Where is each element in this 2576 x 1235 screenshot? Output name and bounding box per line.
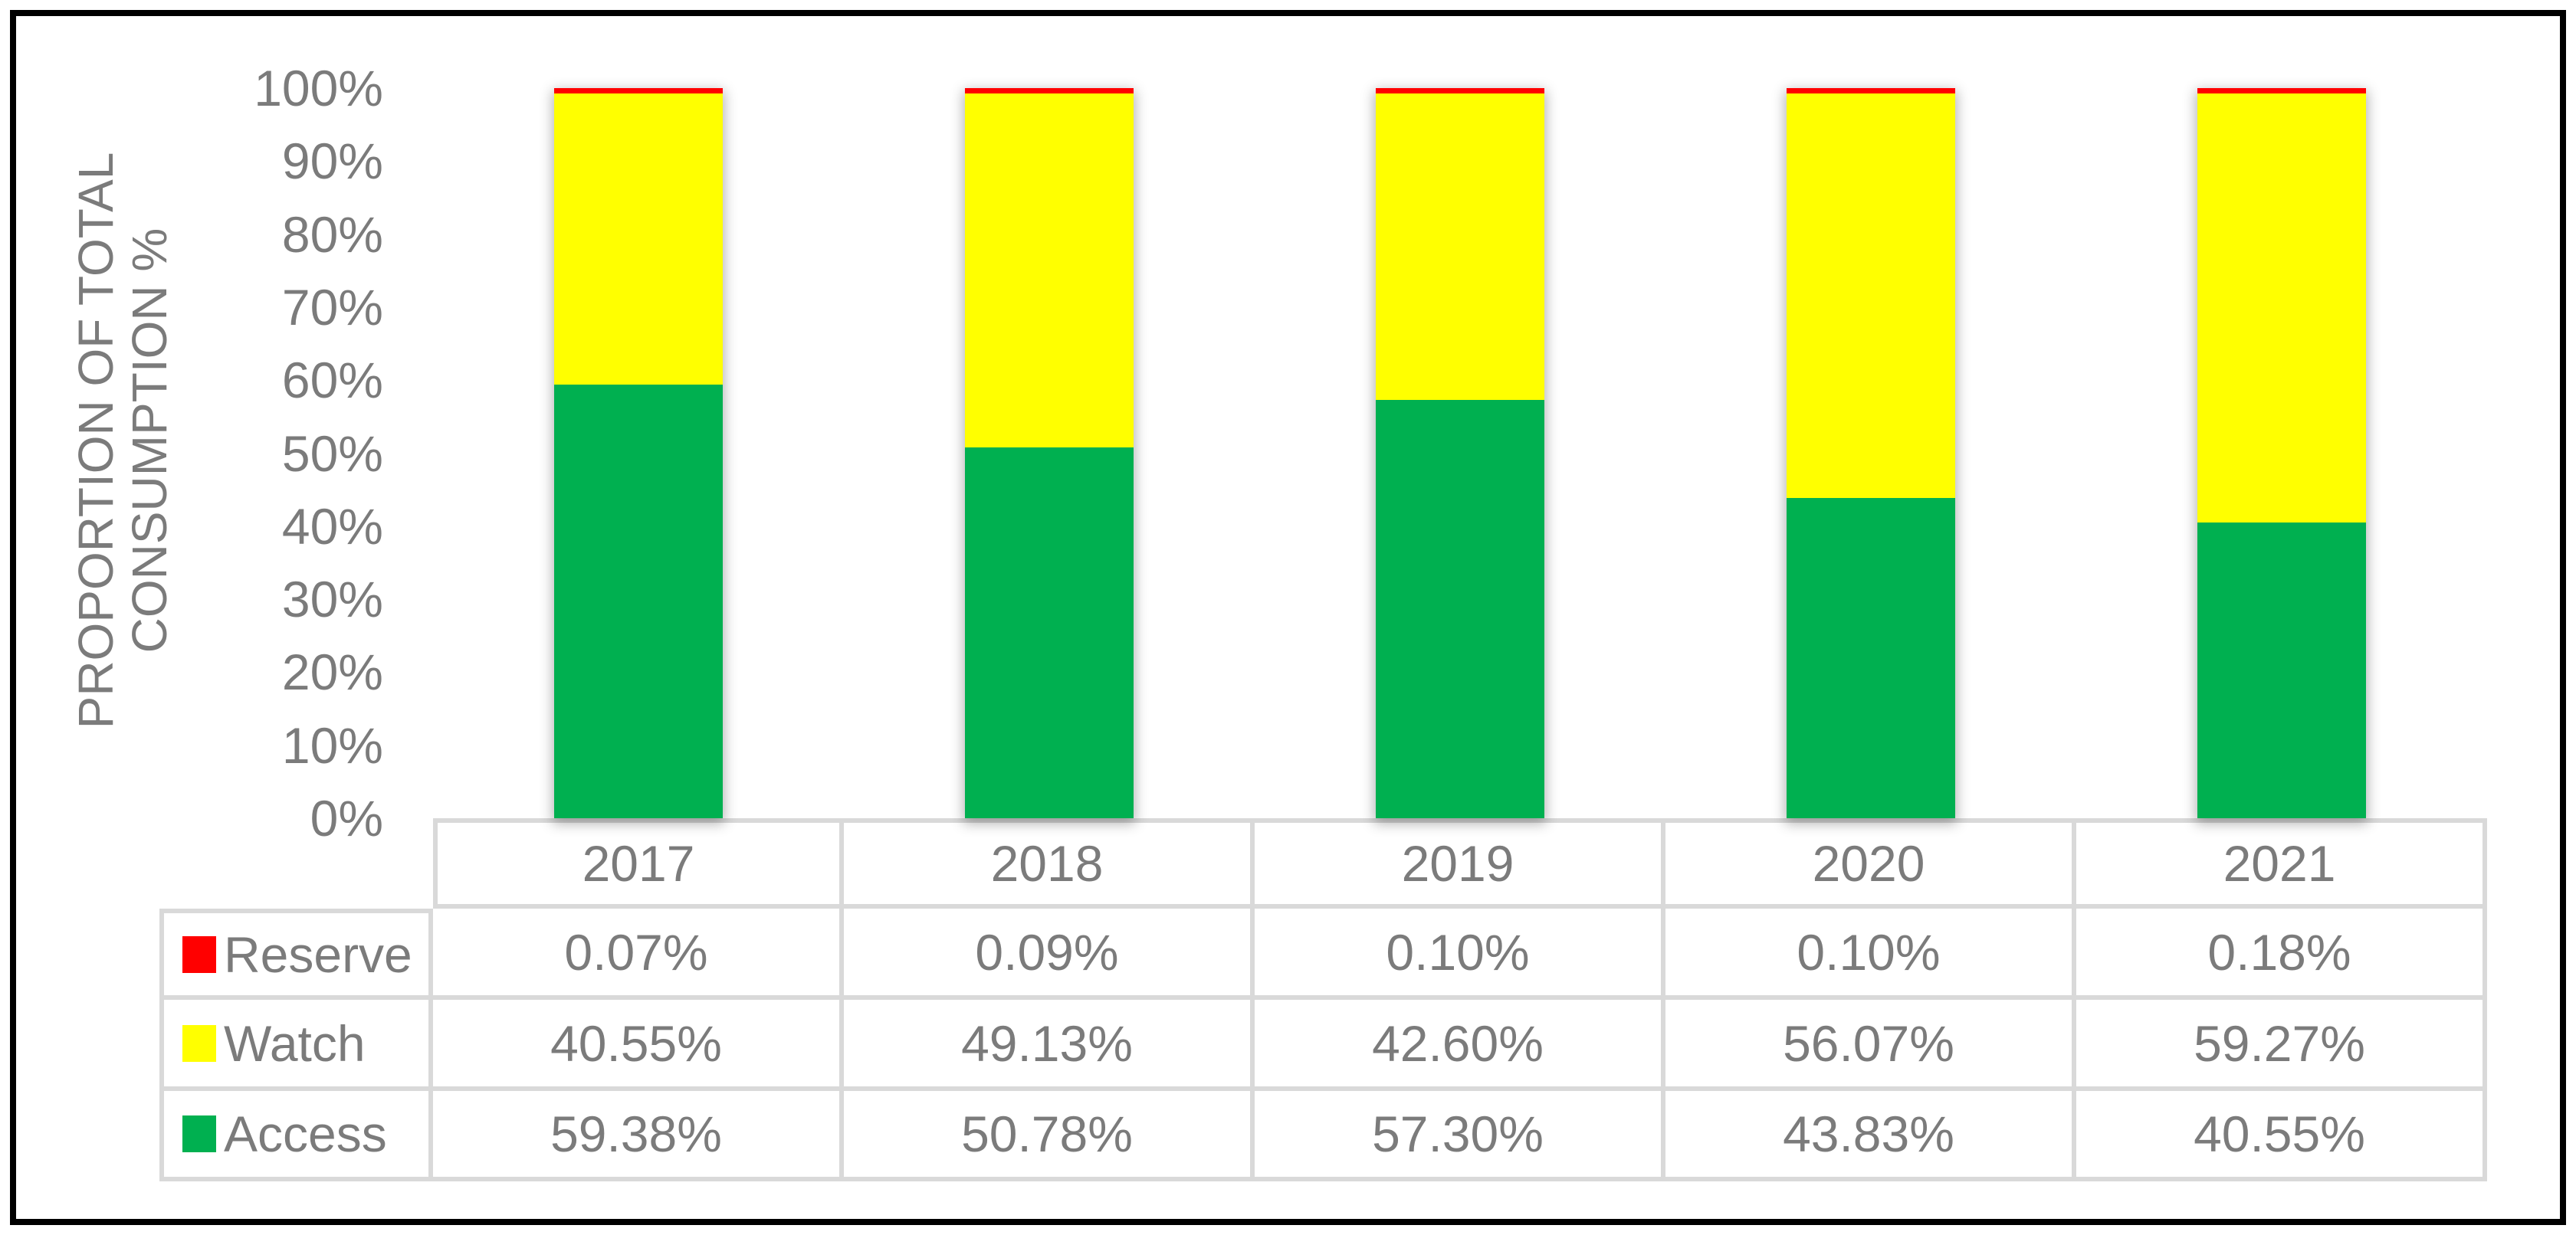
legend-swatch-reserve	[182, 935, 216, 973]
year-header-2018: 2018	[844, 818, 1255, 909]
cell-watch-2020: 56.07%	[1665, 1000, 2076, 1091]
cell-access-2019: 57.30%	[1255, 1091, 1665, 1181]
year-header-2021: 2021	[2076, 818, 2487, 909]
cell-access-2017: 59.38%	[433, 1091, 844, 1181]
bar-2019-watch-segment	[1376, 93, 1544, 400]
bar-2018-reserve-segment	[965, 88, 1134, 93]
bar-2019	[1376, 88, 1544, 818]
table-corner-cell	[159, 818, 433, 909]
bar-2017-reserve-segment	[554, 88, 723, 93]
bar-2018-access-segment	[965, 447, 1134, 818]
bar-2017-access-segment	[554, 385, 723, 818]
cell-reserve-2018: 0.09%	[844, 909, 1255, 1000]
year-header-2017: 2017	[433, 818, 844, 909]
y-tick-90pct: 90%	[281, 133, 383, 190]
bar-2020-access-segment	[1787, 498, 1955, 818]
cell-watch-2017: 40.55%	[433, 1000, 844, 1091]
data-table: 2017 2018 2019 2020 2021 Reserve 0.07% 0.09% 0.1…	[159, 818, 2487, 1181]
y-tick-70pct: 70%	[281, 278, 383, 336]
y-tick-50pct: 50%	[281, 424, 383, 482]
bar-2020	[1787, 88, 1955, 818]
series-name-access: Access	[224, 1106, 387, 1162]
cell-reserve-2019: 0.10%	[1255, 909, 1665, 1000]
bar-2017-watch-segment	[554, 93, 723, 385]
y-tick-30pct: 30%	[281, 571, 383, 628]
cell-reserve-2020: 0.10%	[1665, 909, 2076, 1000]
bar-2018-watch-segment	[965, 93, 1134, 447]
y-tick-80pct: 80%	[281, 205, 383, 263]
cell-reserve-2017: 0.07%	[433, 909, 844, 1000]
y-tick-40pct: 40%	[281, 497, 383, 555]
bar-2018	[965, 88, 1134, 818]
year-header-2019: 2019	[1255, 818, 1665, 909]
y-tick-20pct: 20%	[281, 644, 383, 701]
y-tick-60pct: 60%	[281, 352, 383, 409]
y-tick-0pct: 0%	[310, 790, 383, 847]
series-name-watch: Watch	[224, 1014, 366, 1072]
bar-2020-reserve-segment	[1787, 88, 1955, 93]
bar-2019-access-segment	[1376, 400, 1544, 818]
cell-watch-2021: 59.27%	[2076, 1000, 2487, 1091]
bar-2021-watch-segment	[2197, 93, 2366, 522]
row-label-access: Access	[159, 1091, 433, 1181]
year-header-2020: 2020	[1665, 818, 2076, 909]
cell-reserve-2021: 0.18%	[2076, 909, 2487, 1000]
y-axis-title-line-2: CONSUMPTION %	[122, 228, 177, 654]
figure-border-frame	[10, 10, 2566, 1225]
legend-swatch-access	[182, 1115, 216, 1152]
row-label-reserve: Reserve	[159, 909, 433, 1000]
bar-2021-reserve-segment	[2197, 88, 2366, 93]
cell-watch-2019: 42.60%	[1255, 1000, 1665, 1091]
cell-watch-2018: 49.13%	[844, 1000, 1255, 1091]
y-tick-100pct: 100%	[254, 60, 383, 116]
series-name-reserve: Reserve	[224, 925, 412, 983]
bar-2021-access-segment	[2197, 522, 2366, 818]
cell-access-2021: 40.55%	[2076, 1091, 2487, 1181]
bar-2019-reserve-segment	[1376, 88, 1544, 93]
cell-access-2020: 43.83%	[1665, 1091, 2076, 1181]
legend-swatch-watch	[182, 1024, 216, 1062]
bar-2021	[2197, 88, 2366, 818]
row-label-watch: Watch	[159, 1000, 433, 1091]
y-axis-title: PROPORTION OF TOTAL CONSUMPTION %	[68, 152, 177, 729]
cell-access-2018: 50.78%	[844, 1091, 1255, 1181]
y-tick-10pct: 10%	[281, 716, 383, 774]
bar-2020-watch-segment	[1787, 93, 1955, 498]
bar-2017	[554, 88, 723, 818]
y-axis-title-line-1: PROPORTION OF TOTAL	[68, 152, 123, 729]
